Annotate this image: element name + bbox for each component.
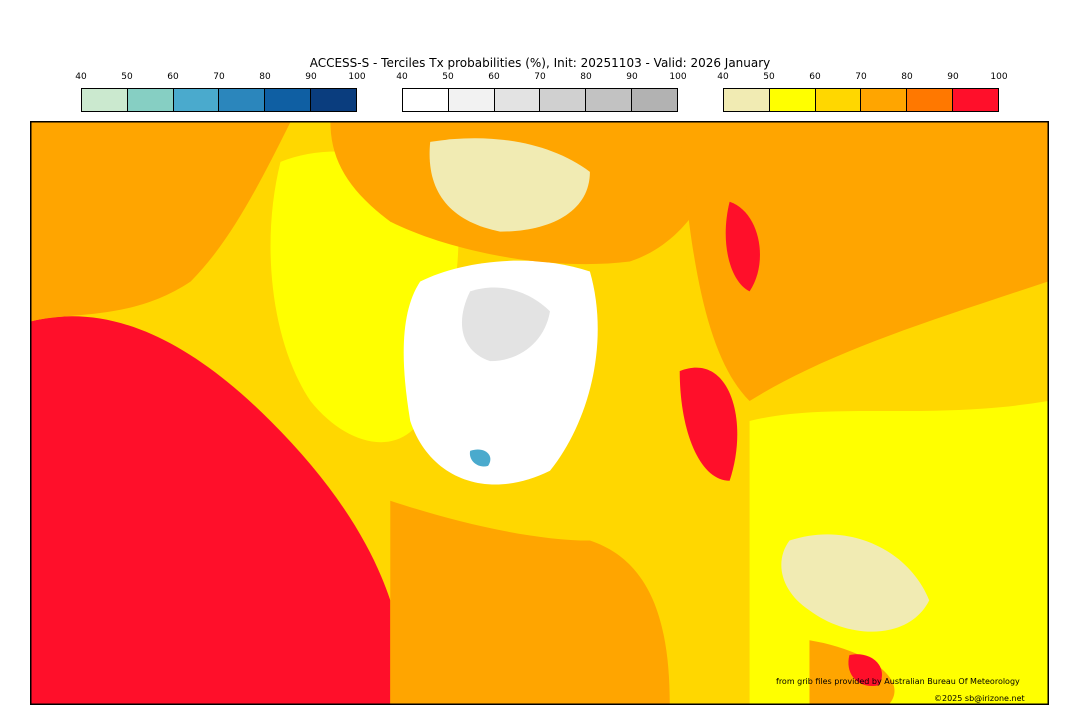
- colorbar-swatch: [403, 89, 449, 111]
- colorbar-tick-label: 100: [669, 72, 687, 82]
- map-title: ACCESS-S - Terciles Tx probabilities (%)…: [309, 56, 771, 70]
- colorbar-swatch: [953, 89, 998, 111]
- colorbar-tick-label: 40: [396, 72, 408, 82]
- colorbar-swatch: [219, 89, 266, 111]
- colorbar-above: [723, 88, 999, 112]
- colorbar-swatch: [448, 89, 495, 111]
- colorbar-tick-label: 60: [488, 72, 500, 82]
- colorbar-swatch: [127, 89, 174, 111]
- colorbar-tick-label: 90: [626, 72, 638, 82]
- colorbar-tick-label: 60: [809, 72, 821, 82]
- colorbar-tick-label: 80: [259, 72, 271, 82]
- colorbar-below-ticks: 40 50 60 70 80 90 100: [75, 72, 381, 84]
- colorbar-tick-label: 90: [947, 72, 959, 82]
- colorbar-tick-label: 80: [901, 72, 913, 82]
- colorbar-swatch: [907, 89, 954, 111]
- colorbar-tick-label: 100: [348, 72, 366, 82]
- colorbar-tick-label: 40: [717, 72, 729, 82]
- colorbar-swatch: [724, 89, 770, 111]
- colorbar-below: [81, 88, 357, 112]
- colorbar-tick-label: 70: [213, 72, 225, 82]
- colorbar-normal: [402, 88, 678, 112]
- colorbar-tick-label: 80: [580, 72, 592, 82]
- colorbar-tick-label: 40: [75, 72, 87, 82]
- colorbar-swatch: [494, 89, 541, 111]
- colorbar-above-ticks: 40 50 60 70 80 90 100: [717, 72, 1023, 84]
- colorbar-swatch: [861, 89, 908, 111]
- colorbar-swatch: [540, 89, 587, 111]
- colorbar-normal-ticks: 40 50 60 70 80 90 100: [396, 72, 702, 84]
- colorbar-swatch: [815, 89, 862, 111]
- colorbar-swatch: [82, 89, 128, 111]
- probability-map: [30, 121, 1049, 705]
- colorbar-tick-label: 70: [855, 72, 867, 82]
- credit-copyright: ©2025 sb@irizone.net: [934, 694, 1025, 703]
- colorbar-swatch: [265, 89, 312, 111]
- colorbar-tick-label: 70: [534, 72, 546, 82]
- colorbar-tick-label: 50: [763, 72, 775, 82]
- colorbar-swatch: [311, 89, 356, 111]
- colorbar-tick-label: 50: [442, 72, 454, 82]
- colorbar-tick-label: 60: [167, 72, 179, 82]
- colorbar-swatch: [632, 89, 677, 111]
- colorbar-tick-label: 50: [121, 72, 133, 82]
- colorbar-swatch: [586, 89, 633, 111]
- colorbar-swatch: [173, 89, 220, 111]
- colorbar-tick-label: 100: [990, 72, 1008, 82]
- colorbar-swatch: [769, 89, 816, 111]
- colorbar-tick-label: 90: [305, 72, 317, 82]
- credit-source: from grib files provided by Australian B…: [776, 677, 1020, 686]
